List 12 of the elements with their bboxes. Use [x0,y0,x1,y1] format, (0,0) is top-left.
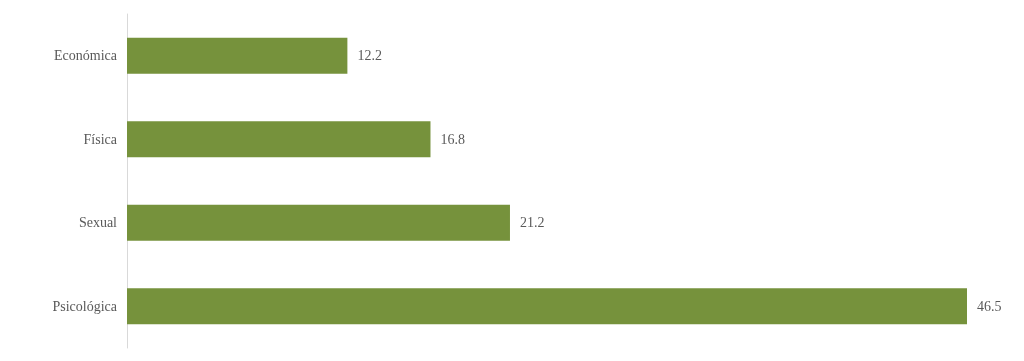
y-tick-label: Psicológica [52,298,118,314]
data-label: 21.2 [519,215,545,231]
bar [127,288,967,325]
y-tick-label: Física [83,131,118,147]
y-tick-label: Sexual [78,215,118,231]
data-label: 16.8 [440,131,465,147]
bar [127,37,348,74]
data-label: 46.5 [977,298,1002,314]
bar [127,204,510,241]
bar [127,121,431,158]
data-label: 12.2 [357,48,382,64]
y-tick-label: Económica [54,48,118,64]
